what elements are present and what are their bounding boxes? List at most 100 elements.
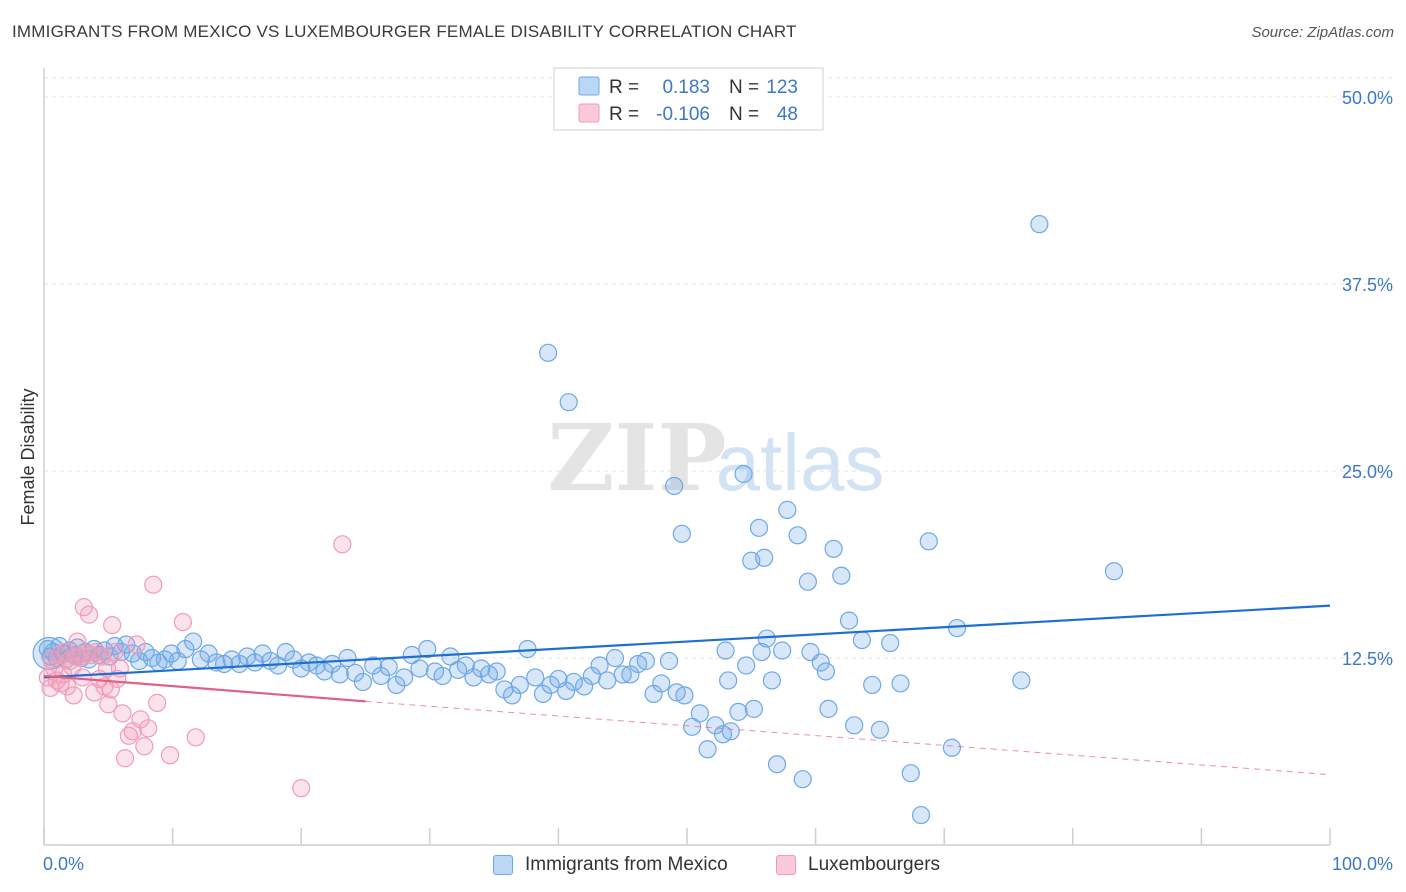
point-mexico-94 [690, 704, 709, 723]
legend-bottom: Immigrants from Mexico Luxembourgers [0, 850, 1406, 880]
legend-swatch-blue [493, 855, 513, 875]
point-mexico-55 [387, 675, 406, 695]
legend-label-luxembourgers: Luxembourgers [808, 854, 941, 875]
point-luxembourgers-19 [79, 605, 99, 624]
point-luxembourgers-40 [139, 719, 158, 738]
point-mexico-49 [338, 648, 357, 668]
point-mexico-82 [598, 671, 617, 690]
point-mexico-111 [798, 572, 817, 591]
point-mexico-115 [719, 671, 738, 690]
point-mexico-118 [767, 755, 787, 774]
point-mexico-57 [402, 645, 421, 665]
point-mexico-106 [749, 518, 769, 537]
point-luxembourgers-45 [186, 728, 205, 747]
point-mexico-59 [418, 639, 437, 659]
trend-line-luxembourgers [43, 674, 366, 703]
point-mexico-103 [665, 476, 684, 496]
point-mexico-29 [184, 632, 203, 651]
point-mexico-35 [230, 654, 249, 674]
point-mexico-71 [510, 675, 529, 695]
point-mexico-136 [919, 532, 938, 551]
point-mexico-138 [947, 618, 967, 638]
y-axis-label: Female Disability [18, 388, 38, 525]
legend-top-r-value-1: 0.183 [662, 77, 710, 98]
point-mexico-41 [276, 642, 295, 662]
legend-label-immigrants-from-mexico: Immigrants from Mexico [525, 854, 728, 875]
point-mexico-117 [762, 671, 781, 690]
point-mexico-83 [605, 648, 625, 668]
y-tick-labels: 12.5% 25.0% 37.5% 50.0% [1342, 88, 1393, 669]
point-mexico-26 [162, 644, 181, 663]
point-mexico-38 [253, 644, 272, 663]
watermark-atlas: atlas [716, 418, 885, 507]
point-mexico-134 [901, 764, 920, 783]
trend-line-mexico [43, 604, 1331, 679]
point-mexico-113 [832, 566, 851, 585]
point-mexico-46 [315, 662, 334, 681]
x-tick-label-1: 100.0% [1332, 854, 1393, 874]
point-mexico-107 [755, 548, 774, 567]
trend-line-luxembourgers-extrapolated [365, 700, 1331, 776]
point-mexico-93 [683, 717, 702, 736]
legend-top-swatch-blue [578, 76, 600, 96]
point-mexico-114 [716, 641, 735, 660]
point-luxembourgers-29 [103, 615, 122, 635]
point-mexico-90 [659, 651, 679, 671]
point-mexico-54 [379, 657, 398, 677]
point-mexico-122 [744, 699, 763, 718]
point-mexico-51 [353, 672, 373, 692]
point-luxembourgers-46 [292, 779, 311, 798]
legend-top-n-label-2: N = [729, 104, 759, 125]
point-mexico-98 [721, 722, 740, 741]
point-luxembourgers-44 [173, 612, 192, 632]
point-luxembourgers-37 [127, 635, 146, 654]
point-mexico-137 [942, 738, 962, 757]
point-mexico-28 [176, 639, 195, 659]
point-luxembourgers-27 [99, 695, 118, 714]
chart-source: Source: ZipAtlas.com [1251, 24, 1394, 41]
point-luxembourgers-41 [144, 575, 163, 594]
trend-lines [43, 604, 1331, 776]
point-mexico-132 [881, 633, 900, 653]
point-mexico-104 [734, 464, 753, 484]
point-mexico-121 [757, 629, 776, 648]
legend-top-r-label-2: R = [609, 104, 639, 125]
point-mexico-58 [410, 659, 429, 678]
point-mexico-99 [729, 702, 748, 721]
point-mexico-102 [672, 524, 691, 543]
point-luxembourgers-34 [115, 749, 135, 768]
point-mexico-127 [816, 662, 835, 681]
legend-swatch-pink [776, 855, 796, 875]
point-luxembourgers-31 [108, 669, 127, 689]
point-luxembourgers-12 [64, 686, 83, 705]
point-mexico-141 [1104, 562, 1124, 581]
point-mexico-112 [824, 539, 843, 558]
point-mexico-78 [564, 672, 583, 692]
y-tick-label-0: 12.5% [1342, 649, 1393, 669]
chart-title: IMMIGRANTS FROM MEXICO VS LUXEMBOURGER F… [12, 22, 797, 41]
point-mexico-73 [526, 668, 545, 687]
point-mexico-92 [675, 686, 694, 705]
watermark: ZIP atlas [547, 404, 884, 512]
y-tick-label-2: 37.5% [1342, 275, 1393, 295]
x-tick-labels: 0.0% 100.0% [43, 854, 1393, 874]
point-mexico-119 [793, 770, 812, 789]
point-mexico-120 [752, 642, 771, 662]
point-mexico-129 [852, 630, 871, 650]
legend-top-swatch-pink [578, 103, 600, 123]
point-mexico-133 [891, 674, 910, 693]
y-tick-label-1: 25.0% [1342, 462, 1393, 482]
legend-top-n-label-1: N = [729, 77, 759, 98]
point-luxembourgers-30 [105, 642, 124, 662]
point-mexico-56 [394, 668, 414, 687]
point-mexico-135 [911, 805, 931, 825]
point-mexico-125 [845, 716, 864, 735]
legend-top-r-label-1: R = [609, 77, 639, 98]
point-mexico-81 [590, 656, 609, 675]
point-mexico-110 [788, 526, 807, 545]
point-mexico-116 [737, 656, 756, 675]
point-mexico-62 [441, 647, 460, 666]
point-mexico-130 [863, 675, 882, 695]
point-mexico-100 [559, 393, 578, 412]
x-tick-label-0: 0.0% [43, 854, 84, 874]
